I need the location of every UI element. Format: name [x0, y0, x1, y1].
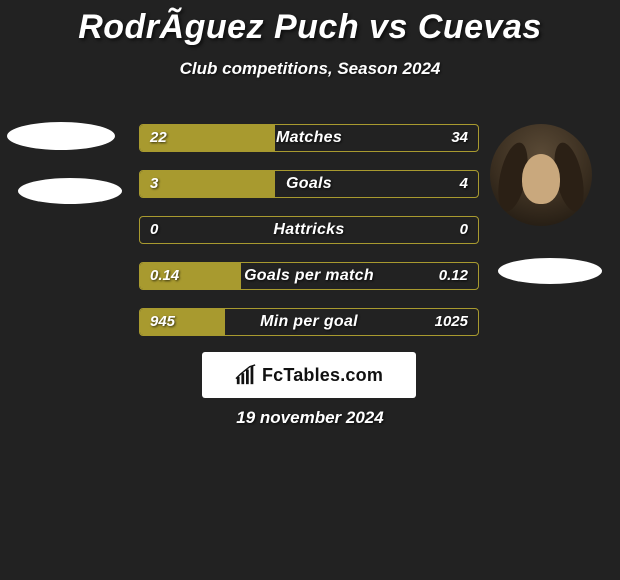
stat-value-right: 4 — [460, 171, 468, 197]
stat-value-right: 0 — [460, 217, 468, 243]
stat-label: Goals per match — [140, 263, 478, 289]
player-avatar-right — [490, 124, 592, 226]
stat-bar: 945Min per goal1025 — [139, 308, 479, 336]
stat-label: Goals — [140, 171, 478, 197]
comparison-chart: 22Matches34 3Goals4 0Hattricks0 0.14Goals p… — [139, 124, 479, 354]
decorative-ellipse — [498, 258, 602, 284]
brand-badge[interactable]: FcTables.com — [202, 352, 416, 398]
stat-value-right: 34 — [451, 125, 468, 151]
decorative-ellipse — [7, 122, 115, 150]
stat-label: Hattricks — [140, 217, 478, 243]
stat-value-right: 1025 — [435, 309, 468, 335]
date-label: 19 november 2024 — [0, 408, 620, 428]
stat-bar: 3Goals4 — [139, 170, 479, 198]
stat-value-right: 0.12 — [439, 263, 468, 289]
page-title: RodrÃ­guez Puch vs Cuevas — [0, 0, 620, 47]
stat-bar: 0Hattricks0 — [139, 216, 479, 244]
stat-label: Min per goal — [140, 309, 478, 335]
bar-chart-icon — [235, 364, 257, 386]
stat-bar: 22Matches34 — [139, 124, 479, 152]
decorative-ellipse — [18, 178, 122, 204]
stat-label: Matches — [140, 125, 478, 151]
stat-bar: 0.14Goals per match0.12 — [139, 262, 479, 290]
page-subtitle: Club competitions, Season 2024 — [0, 59, 620, 79]
brand-label: FcTables.com — [262, 365, 383, 386]
